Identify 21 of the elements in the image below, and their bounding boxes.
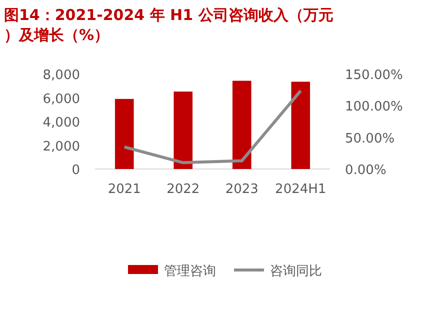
y2-tick-label: 50.00% xyxy=(345,131,395,146)
bar xyxy=(174,92,193,169)
legend-label: 咨询同比 xyxy=(270,264,322,279)
x-tick-label: 2024H1 xyxy=(275,182,326,197)
y-tick-label: 6,000 xyxy=(42,92,80,107)
bar xyxy=(232,80,252,169)
y-tick-label: 2,000 xyxy=(42,139,80,154)
bar xyxy=(291,82,310,169)
chart-title: 图14：2021-2024 年 H1 公司咨询收入（万元）及增长（%） xyxy=(4,6,334,44)
y2-tick-label: 0.00% xyxy=(345,163,386,178)
y-tick-label: 4,000 xyxy=(42,116,80,130)
legend-label: 管理咨询 xyxy=(164,264,216,279)
y2-tick-label: 100.00% xyxy=(345,100,403,115)
x-tick-label: 2023 xyxy=(225,182,258,197)
line-series xyxy=(122,89,302,164)
x-tick-label: 2021 xyxy=(108,182,141,197)
y-tick-label: 0 xyxy=(72,163,80,178)
y2-tick-label: 150.00% xyxy=(345,68,403,83)
x-tick-label: 2022 xyxy=(166,182,200,197)
y-tick-label: 8,000 xyxy=(42,68,80,83)
bar xyxy=(114,98,134,169)
